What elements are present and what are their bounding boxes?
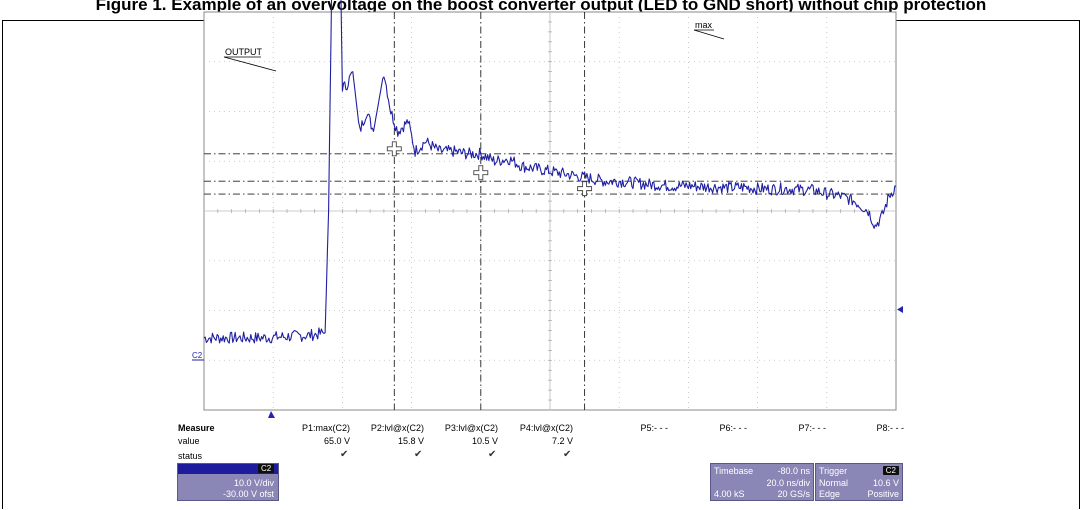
trigger-type: Edge	[819, 489, 841, 499]
timebase-rate: 20 GS/s	[777, 489, 810, 499]
timebase-panel[interactable]: Timebase -80.0 ns 20.0 ns/div 4.00 kS 20…	[710, 463, 814, 501]
channel-vdiv: 10.0 V/div	[233, 478, 274, 488]
timebase-samples: 4.00 kS	[714, 489, 745, 499]
measure-param-value: 15.8 V	[397, 436, 424, 446]
measure-param-value: 10.5 V	[471, 436, 498, 446]
measure-param-name: P3:lvl@x(C2)	[444, 423, 498, 433]
trace-c2	[203, 0, 896, 344]
trigger-level-marker	[897, 306, 903, 313]
trigger-slope: Positive	[867, 489, 899, 499]
timebase-delay: -80.0 ns	[777, 466, 810, 476]
max-label: max	[695, 20, 713, 30]
marker-layer	[386, 141, 593, 197]
page-title: Figure 1. Example of an overvoltage on t…	[95, 0, 987, 14]
status-check-icon: ✔	[563, 449, 572, 460]
measure-param-value: 7.2 V	[551, 436, 573, 446]
trace-layer	[203, 0, 896, 344]
cursor-layer	[204, 12, 896, 410]
trigger-label: Trigger	[819, 466, 848, 476]
channel-panel[interactable]: C2 10.0 V/div -30.00 V ofst	[177, 463, 279, 501]
marker-cross-shape	[386, 141, 402, 157]
marker-cross-shape	[473, 165, 489, 181]
status-check-icon: ✔	[414, 449, 423, 460]
status-check-icon: ✔	[340, 449, 349, 460]
marker-cross-shape	[577, 181, 593, 197]
status-check-icon: ✔	[488, 449, 497, 460]
measure-param-name: P5:- - -	[640, 423, 668, 433]
output-leader-line	[223, 56, 277, 72]
timebase-label: Timebase	[714, 466, 754, 476]
trigger-channel-badge: C2	[882, 466, 899, 475]
measure-param-name: P1:max(C2)	[301, 423, 350, 433]
measurement-point-marker	[386, 141, 402, 157]
measure-param-name: P8:- - -	[876, 423, 904, 433]
status-row-label: status	[178, 451, 203, 461]
max-leader-line	[693, 29, 725, 40]
trigger-mode: Normal	[819, 478, 849, 488]
measure-param-name: P7:- - -	[798, 423, 826, 433]
value-row-label: value	[178, 436, 200, 446]
channel-offset: -30.00 V ofst	[222, 489, 274, 499]
measure-param-name: P2:lvl@x(C2)	[370, 423, 424, 433]
trigger-panel[interactable]: Trigger C2 Normal 10.6 V Edge Positive	[815, 463, 903, 501]
title-band: Figure 1. Example of an overvoltage on t…	[0, 0, 1082, 20]
trigger-level: 10.6 V	[872, 478, 899, 488]
timebase-tdiv: 20.0 ns/div	[766, 478, 810, 488]
channel-ground-label: C2	[192, 351, 203, 360]
channel-badge: C2	[258, 464, 275, 473]
trigger-time-marker	[268, 411, 275, 418]
channel-panel-header	[178, 464, 278, 474]
output-label: OUTPUT	[225, 47, 263, 57]
measure-param-value: 65.0 V	[323, 436, 350, 446]
measure-param-name: P6:- - -	[719, 423, 747, 433]
measure-param-name: P4:lvl@x(C2)	[519, 423, 573, 433]
measure-header: Measure	[178, 423, 215, 433]
measurement-point-marker	[473, 165, 489, 181]
measurement-point-marker	[577, 181, 593, 197]
